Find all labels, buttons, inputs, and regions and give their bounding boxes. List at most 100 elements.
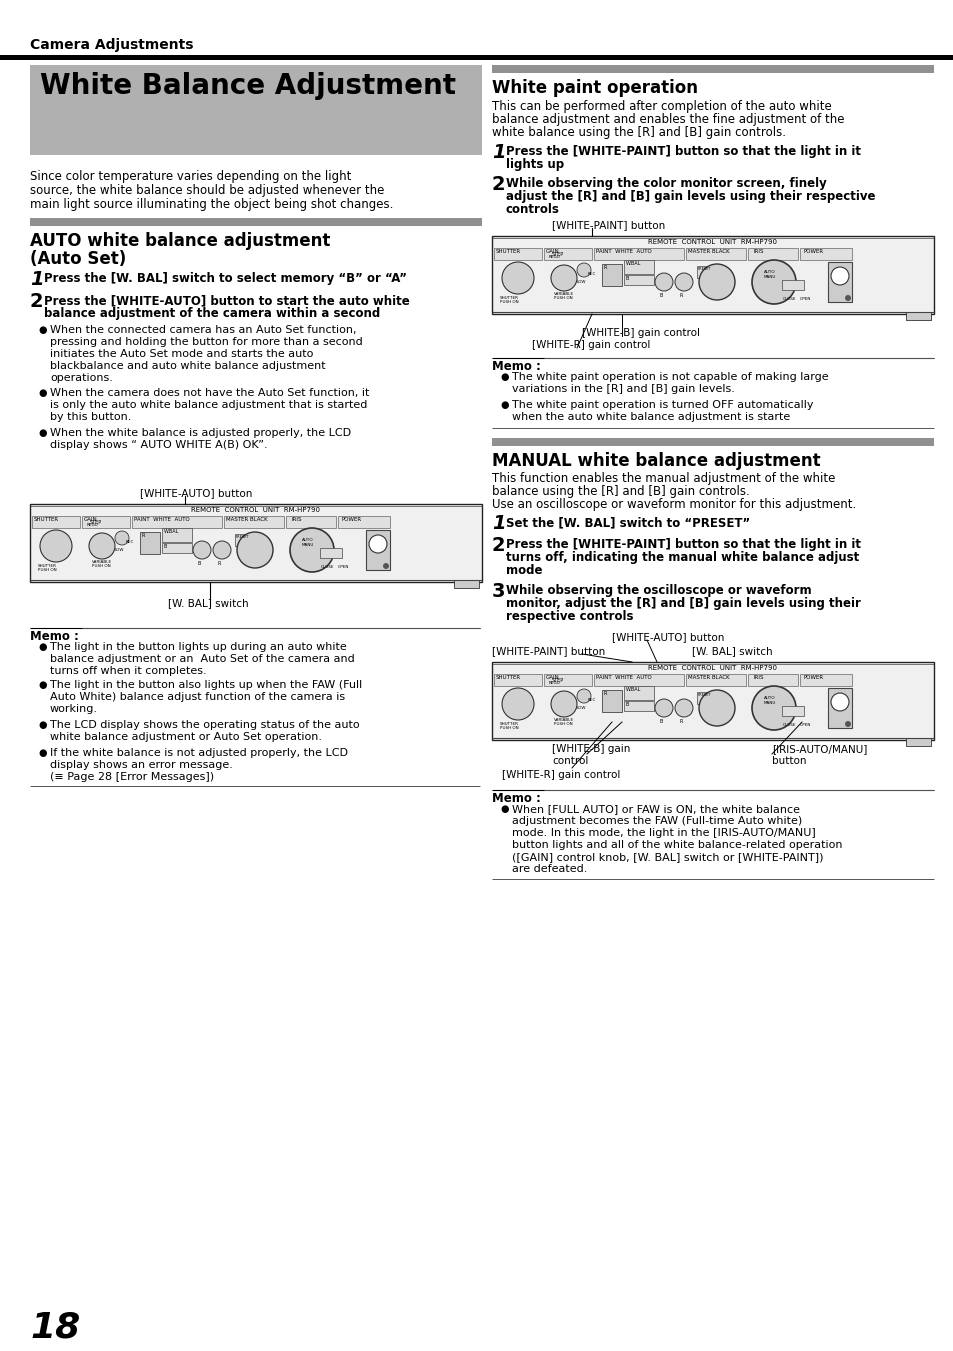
Text: IRIS: IRIS [292,517,302,521]
Text: Memo :: Memo : [30,630,79,643]
Text: Press the [WHITE-PAINT] button so that the light in it: Press the [WHITE-PAINT] button so that t… [505,145,861,158]
Text: display shows “ AUTO WHITE A(B) OK”.: display shows “ AUTO WHITE A(B) OK”. [50,440,268,450]
Text: 2: 2 [492,176,505,195]
Text: REMOTE  CONTROL  UNIT  RM-HP790: REMOTE CONTROL UNIT RM-HP790 [648,239,777,245]
Text: MASTER BLACK: MASTER BLACK [687,676,729,680]
Text: controls: controls [505,203,559,216]
Circle shape [844,721,850,727]
Bar [494,674,541,686]
Text: turns off, indicating the manual white balance adjust: turns off, indicating the manual white b… [505,551,859,563]
Text: monitor, adjust the [R] and [B] gain levels using their: monitor, adjust the [R] and [B] gain lev… [505,597,860,611]
Bar [492,65,933,73]
Circle shape [830,267,848,285]
Text: Since color temperature varies depending on the light: Since color temperature varies depending… [30,170,351,182]
Text: [WHITE-PAINT] button: [WHITE-PAINT] button [552,220,664,230]
Text: If the white balance is not adjusted properly, the LCD: If the white balance is not adjusted pro… [50,748,348,758]
Bar [543,249,592,259]
Text: [W. BAL] switch: [W. BAL] switch [691,646,772,657]
Bar [30,218,481,226]
Bar [827,688,851,728]
Bar [82,516,130,528]
Text: When the white balance is adjusted properly, the LCD: When the white balance is adjusted prope… [50,428,351,438]
Circle shape [501,262,534,295]
Text: GAIN: GAIN [545,676,559,680]
Circle shape [699,690,734,725]
Text: [WHITE-B] gain: [WHITE-B] gain [552,744,630,754]
Bar [697,692,708,704]
Text: R: R [679,719,682,724]
Text: ●: ● [38,680,47,690]
Text: [WHITE-AUTO] button: [WHITE-AUTO] button [612,632,723,642]
Text: PRESET: PRESET [698,267,711,272]
Bar [601,690,621,712]
Text: Use an oscilloscope or waveform monitor for this adjustment.: Use an oscilloscope or waveform monitor … [492,499,856,511]
Text: PAINT  WHITE  AUTO: PAINT WHITE AUTO [596,249,651,254]
Text: working.: working. [50,704,98,713]
Text: MANUAL white balance adjustment: MANUAL white balance adjustment [492,453,820,470]
Text: VARIABLE: VARIABLE [91,561,112,563]
Text: PUSH ON: PUSH ON [38,567,56,571]
Circle shape [844,295,850,301]
Text: REC: REC [587,698,596,703]
Text: R: R [603,690,607,696]
Text: When the connected camera has an Auto Set function,: When the connected camera has an Auto Se… [50,326,356,335]
Text: button lights and all of the white balance-related operation: button lights and all of the white balan… [512,840,841,850]
Circle shape [655,698,672,717]
Text: mode: mode [505,563,542,577]
Text: R: R [218,561,221,566]
Text: OPEN: OPEN [337,565,349,569]
Text: REC: REC [126,540,134,544]
Text: SHUTTER: SHUTTER [34,517,59,521]
Text: IRIS: IRIS [753,676,763,680]
Circle shape [290,528,334,571]
Text: REGU: REGU [548,681,560,685]
Circle shape [577,689,590,703]
Text: balance adjustment or an  Auto Set of the camera and: balance adjustment or an Auto Set of the… [50,654,355,663]
Text: PUSH ON: PUSH ON [554,296,572,300]
Text: by this button.: by this button. [50,412,132,422]
Bar [800,674,851,686]
Text: [IRIS-AUTO/MANU]: [IRIS-AUTO/MANU] [771,744,866,754]
Text: is only the auto white balance adjustment that is started: is only the auto white balance adjustmen… [50,400,367,409]
Text: OPEN: OPEN [799,723,810,727]
Bar [494,249,541,259]
Text: PUSH ON: PUSH ON [554,721,572,725]
Text: 3: 3 [492,582,505,601]
Circle shape [236,532,273,567]
Text: While observing the oscilloscope or waveform: While observing the oscilloscope or wave… [505,584,811,597]
Text: Press the [WHITE-PAINT] button so that the light in it: Press the [WHITE-PAINT] button so that t… [505,538,861,551]
Text: [W. BAL] switch: [W. BAL] switch [168,598,249,608]
Text: balance adjustment and enables the fine adjustment of the: balance adjustment and enables the fine … [492,113,843,126]
Text: SHUTTER: SHUTTER [499,296,518,300]
Text: MASTER BLACK: MASTER BLACK [226,517,268,521]
Text: CLOSE: CLOSE [782,723,796,727]
Text: B: B [625,703,629,707]
Text: SHUTTER: SHUTTER [38,563,57,567]
Text: PUSH ON: PUSH ON [499,300,518,304]
Circle shape [115,531,129,544]
Bar [623,276,654,285]
Bar [623,686,654,700]
Text: balance using the [R] and [B] gain controls.: balance using the [R] and [B] gain contr… [492,485,749,499]
Bar [319,549,341,558]
Text: B: B [659,293,662,299]
Text: [WHITE-R] gain control: [WHITE-R] gain control [532,340,650,350]
Circle shape [40,530,71,562]
Bar [337,516,390,528]
Text: B: B [659,719,662,724]
Text: Memo :: Memo : [492,359,540,373]
Bar [224,516,284,528]
Text: SHUTTER: SHUTTER [496,249,520,254]
Bar [454,580,478,588]
Text: AUTO: AUTO [763,270,775,274]
Text: W.BAL: W.BAL [164,530,179,534]
Bar [594,674,683,686]
Text: Press the [W. BAL] switch to select memory “B” or “A”: Press the [W. BAL] switch to select memo… [44,272,407,285]
Text: display shows an error message.: display shows an error message. [50,761,233,770]
Text: REGU: REGU [548,255,560,259]
Text: [WHITE-B] gain control: [WHITE-B] gain control [581,328,700,338]
Text: 1: 1 [492,143,505,162]
Text: W.BAL: W.BAL [625,261,640,266]
Text: AUTO: AUTO [763,696,775,700]
Text: ●: ● [38,326,47,335]
